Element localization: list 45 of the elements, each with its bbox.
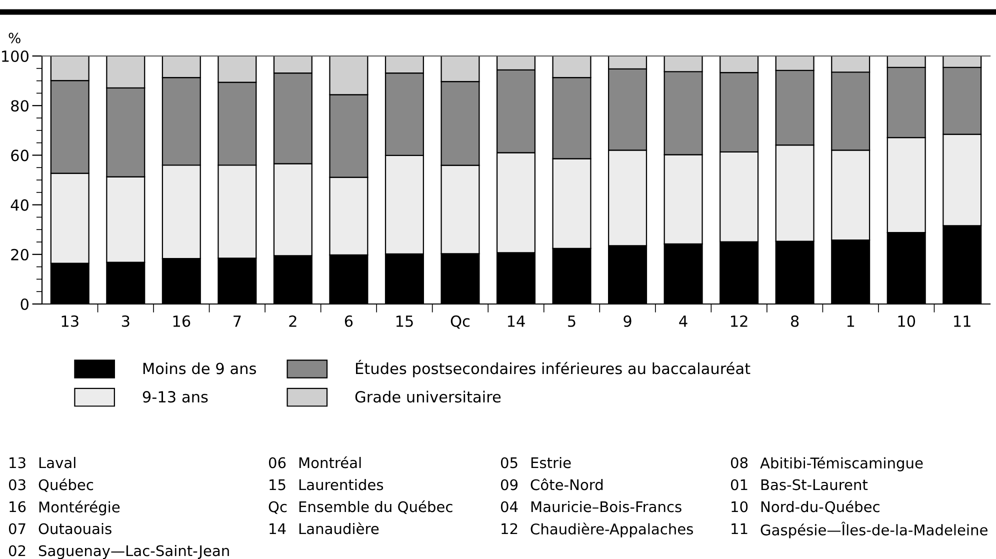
x-tick-label: 1	[847, 316, 854, 327]
y-tick-label: 80	[11, 100, 28, 112]
y-tick-label: 100	[2, 50, 28, 62]
y-tick-label: 40	[10, 199, 28, 211]
text: 03 Québec	[8, 478, 94, 492]
x-tick-label: 11	[954, 316, 970, 327]
x-tick-label: 16	[173, 315, 190, 327]
y-tick-label: 20	[11, 248, 28, 260]
text: 02 Saguenay—Lac-Saint-Jean	[8, 544, 229, 559]
text: 13 Laval	[10, 456, 76, 468]
text: 07 Outaouais	[8, 522, 112, 534]
y-tick-label: 0	[20, 298, 28, 310]
text: 14 Lanaudière	[270, 522, 379, 534]
text: 16 Montérégie	[10, 500, 120, 516]
text: 12 Chaudière-Appalaches	[502, 522, 693, 538]
y-tick-label: 60	[11, 150, 28, 162]
text: 15 Laurentides	[270, 478, 384, 490]
text: 08 Abitibi-Témiscamingue	[730, 456, 923, 472]
x-tick-label: 12	[731, 315, 748, 327]
x-tick-label: 3	[122, 315, 130, 327]
text: 11 Gaspésie—Îles-de-la-Madeleine	[732, 522, 988, 538]
legend-label: Études postsecondaires inférieures au baccalauréat	[356, 360, 750, 378]
x-tick-label: 9	[624, 315, 632, 327]
x-tick-label: 13	[62, 315, 78, 327]
x-tick-label: 4	[679, 316, 688, 327]
text: 04 Mauricie–Bois-Francs	[500, 500, 682, 512]
x-tick-label: 2	[289, 315, 296, 327]
text: 05 Estrie	[500, 456, 571, 468]
legend-label: Moins de 9 ans	[143, 362, 256, 374]
x-tick-label: 10	[898, 315, 916, 327]
text: 06 Montréal	[268, 456, 361, 468]
x-tick-label: 8	[791, 315, 799, 327]
x-tick-label: 5	[568, 316, 576, 327]
y-axis-title: %	[8, 32, 20, 44]
text: 01 Bas-St-Laurent	[730, 479, 868, 490]
x-tick-label: 6	[344, 315, 353, 327]
text: 09 Côte-Nord	[500, 478, 603, 490]
x-tick-label: Qc	[450, 315, 470, 329]
text: Qc Ensemble du Québec	[268, 500, 452, 514]
x-tick-label: 15	[396, 316, 413, 327]
x-tick-label: 14	[508, 316, 525, 327]
legend-label: Grade universitaire	[355, 390, 501, 403]
legend-label: 9-13 ans	[142, 391, 208, 403]
x-tick-label: 7	[234, 316, 241, 327]
text: 10 Nord-du-Québec	[732, 500, 880, 514]
